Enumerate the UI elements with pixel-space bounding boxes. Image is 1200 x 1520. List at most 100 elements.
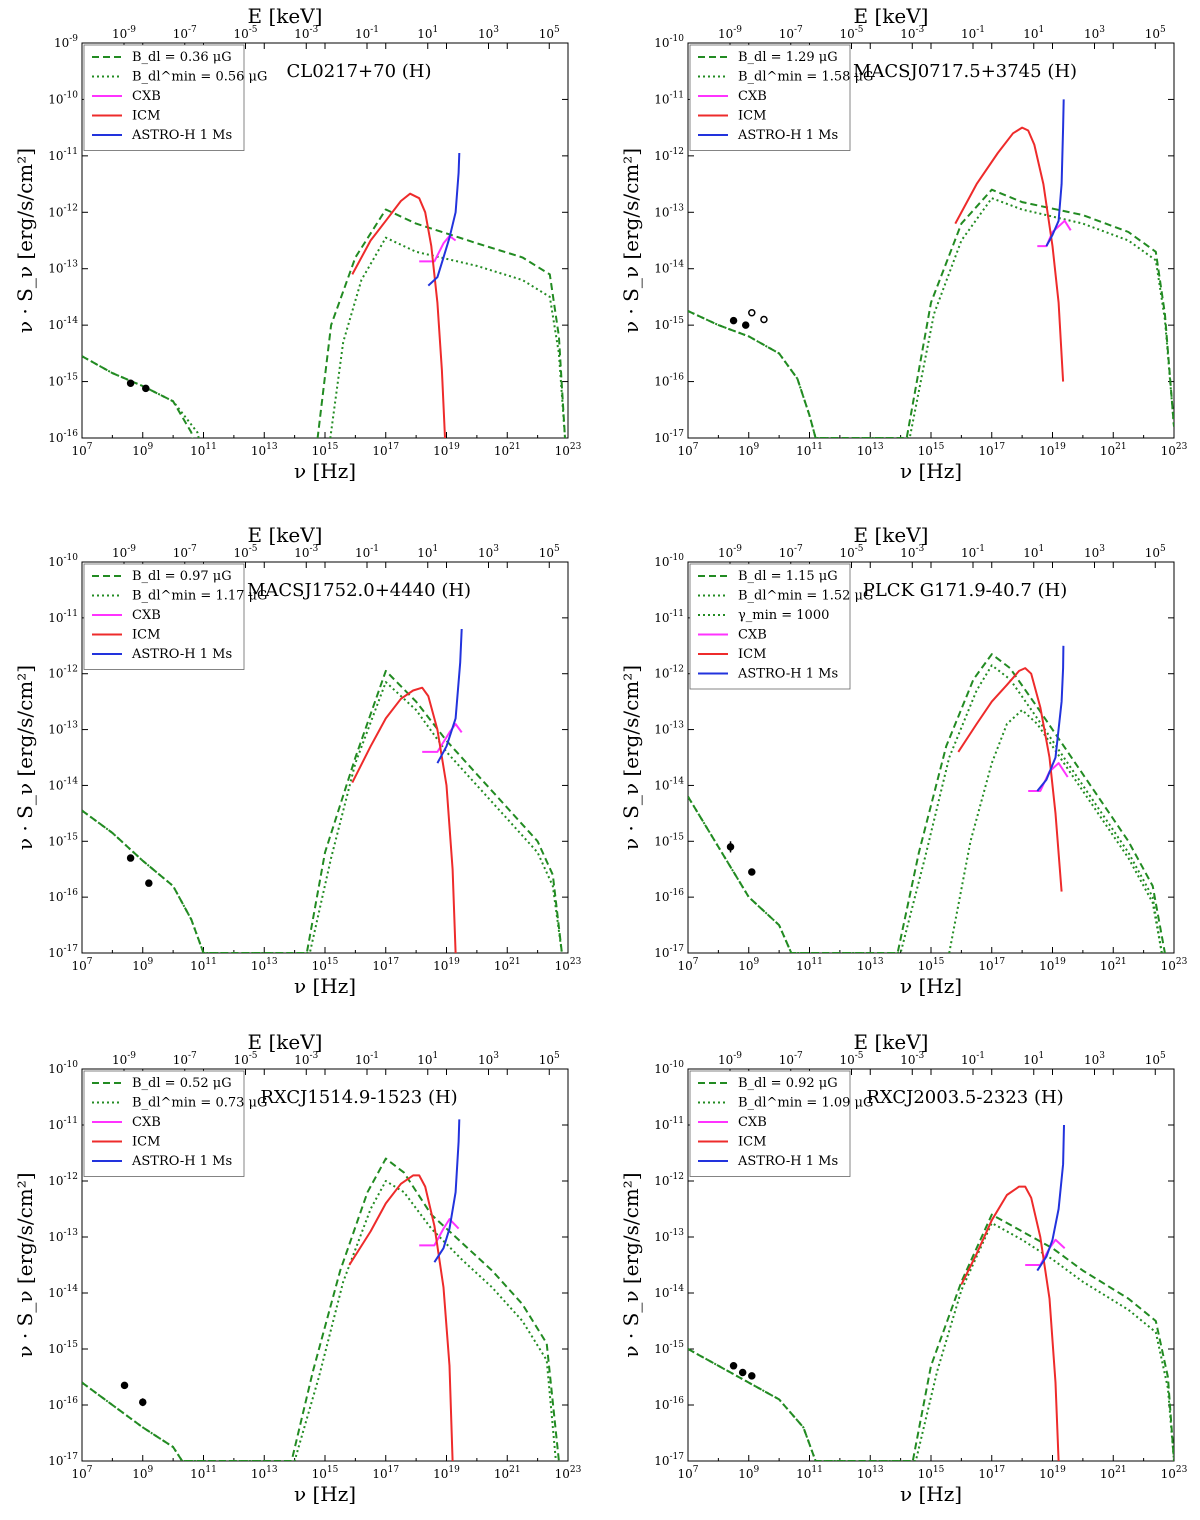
chart-panel-4: 107 109 1011 1013 1015 1017 1019 1021 1023 10-9 10… — [619, 523, 1188, 998]
x-axis-label: ν [Hz] — [900, 974, 962, 998]
x-tick-label: 1021 — [1100, 1465, 1127, 1481]
top-x-axis-label: E [keV] — [248, 523, 323, 547]
top-x-tick-label: 105 — [1145, 544, 1166, 560]
legend-label: B_dl = 0.52 μG — [132, 1076, 232, 1091]
y-tick-label: 10-16 — [48, 1396, 78, 1412]
series-group — [82, 152, 566, 438]
data-point — [126, 854, 135, 862]
legend-label: ASTRO-H 1 Ms — [737, 1154, 838, 1169]
y-tick-label: 10-14 — [48, 776, 78, 792]
y-tick-label: 10-12 — [48, 1172, 78, 1188]
chart-title: CL0217+70 (H) — [287, 61, 432, 82]
series-group — [82, 628, 563, 953]
x-tick-label: 109 — [738, 957, 759, 973]
top-x-tick-label: 105 — [539, 25, 560, 41]
x-tick-label: 109 — [738, 442, 759, 458]
y-tick-label: 10-17 — [48, 1452, 78, 1468]
legend-box — [83, 1070, 245, 1177]
x-tick-label: 1019 — [433, 1465, 460, 1481]
top-x-tick-label: 10-1 — [355, 1051, 379, 1067]
top-x-tick-label: 10-3 — [900, 25, 924, 41]
legend-label: B_dl = 0.97 μG — [132, 569, 232, 584]
top-x-tick-label: 10-1 — [961, 1051, 985, 1067]
legend: B_dl = 0.92 μG B_dl^min = 1.09 μG CXB ICM AS… — [689, 1070, 873, 1177]
x-tick-label: 1017 — [978, 1465, 1005, 1481]
series-line-2 — [419, 235, 457, 263]
legend-label: B_dl^min = 1.09 μG — [738, 1096, 873, 1111]
top-x-axis-label: E [keV] — [854, 523, 929, 547]
top-x-tick-label: 105 — [1145, 1051, 1166, 1067]
y-tick-label: 10-11 — [48, 609, 78, 625]
x-tick-label: 1021 — [494, 1465, 521, 1481]
series-line-5 — [1036, 645, 1065, 792]
top-x-tick-label: 10-1 — [961, 544, 985, 560]
y-tick-label: 10-11 — [48, 147, 78, 163]
chart-title: MACSJ0717.5+3745 (H) — [853, 61, 1077, 82]
y-tick-label: 10-16 — [654, 1396, 684, 1412]
legend-label: CXB — [738, 1115, 767, 1130]
data-point — [126, 379, 135, 388]
series-line-4 — [433, 1119, 461, 1263]
top-x-tick-label: 10-3 — [294, 544, 318, 560]
data-point — [738, 1368, 747, 1377]
x-tick-label: 107 — [71, 957, 92, 973]
series-line-1 — [688, 1222, 1174, 1461]
legend-box — [689, 1070, 851, 1177]
y-tick-label: 10-10 — [48, 1060, 78, 1076]
chart-panel-5: 107 109 1011 1013 1015 1017 1019 1021 1023 10-9 10… — [13, 1030, 582, 1506]
top-x-axis-label: E [keV] — [248, 4, 323, 28]
x-tick-label: 1023 — [1161, 957, 1188, 973]
top-x-tick-label: 10-1 — [355, 25, 379, 41]
series-line-0 — [82, 669, 563, 953]
legend: B_dl = 1.29 μG B_dl^min = 1.58 μG CXB ICM AS… — [689, 44, 873, 151]
y-tick-label: 10-12 — [654, 147, 684, 163]
series-line-3 — [351, 686, 457, 953]
x-tick-label: 1021 — [1100, 442, 1127, 458]
series-line-4 — [957, 667, 1063, 892]
chart-title: PLCK G171.9-40.7 (H) — [863, 580, 1068, 601]
top-x-tick-label: 10-5 — [233, 544, 257, 560]
legend: B_dl = 0.97 μG B_dl^min = 1.17 μG CXB ICM AS… — [83, 563, 267, 670]
series-line-2 — [419, 1218, 460, 1247]
top-x-tick-label: 10-9 — [718, 25, 742, 41]
x-tick-label: 109 — [738, 1465, 759, 1481]
chart-title: RXCJ1514.9-1523 (H) — [260, 1087, 457, 1108]
series-group — [688, 645, 1166, 953]
y-axis-label: ν · S_ν [erg/s/cm²] — [13, 1172, 37, 1357]
top-x-tick-label: 10-5 — [839, 25, 863, 41]
top-x-tick-label: 101 — [417, 1051, 438, 1067]
x-tick-label: 1017 — [372, 442, 399, 458]
top-x-tick-label: 10-3 — [900, 1051, 924, 1067]
top-x-tick-label: 103 — [478, 25, 499, 41]
legend-label: B_dl = 0.92 μG — [738, 1076, 838, 1091]
series-group — [688, 1124, 1174, 1461]
top-x-tick-label: 10-5 — [233, 1051, 257, 1067]
y-tick-label: 10-13 — [654, 721, 684, 737]
x-tick-label: 1013 — [857, 957, 884, 973]
series-line-3 — [954, 126, 1065, 382]
data-point — [748, 1372, 756, 1380]
y-tick-label: 10-15 — [48, 1340, 78, 1356]
legend-label: B_dl^min = 1.52 μG — [738, 589, 873, 604]
y-tick-label: 10-11 — [48, 1116, 78, 1132]
x-tick-label: 1011 — [190, 442, 217, 458]
top-x-tick-label: 10-9 — [718, 544, 742, 560]
top-x-axis-label: E [keV] — [854, 1030, 929, 1054]
top-x-tick-label: 105 — [539, 1051, 560, 1067]
legend-label: γ_min = 1000 — [738, 608, 829, 623]
top-x-axis-label: E [keV] — [248, 1030, 323, 1054]
x-tick-label: 1019 — [433, 442, 460, 458]
legend-label: CXB — [132, 89, 161, 104]
data-point — [142, 384, 150, 393]
x-tick-label: 1017 — [372, 957, 399, 973]
x-tick-label: 1023 — [555, 1465, 582, 1481]
y-tick-label: 10-14 — [48, 1284, 78, 1300]
x-tick-label: 1011 — [796, 442, 823, 458]
y-tick-label: 10-16 — [654, 373, 684, 389]
legend-box — [83, 44, 245, 151]
series-line-3 — [960, 1185, 1060, 1461]
y-tick-label: 10-17 — [654, 944, 684, 960]
series-line-3 — [351, 192, 446, 438]
y-axis-label: ν · S_ν [erg/s/cm²] — [619, 1172, 643, 1357]
